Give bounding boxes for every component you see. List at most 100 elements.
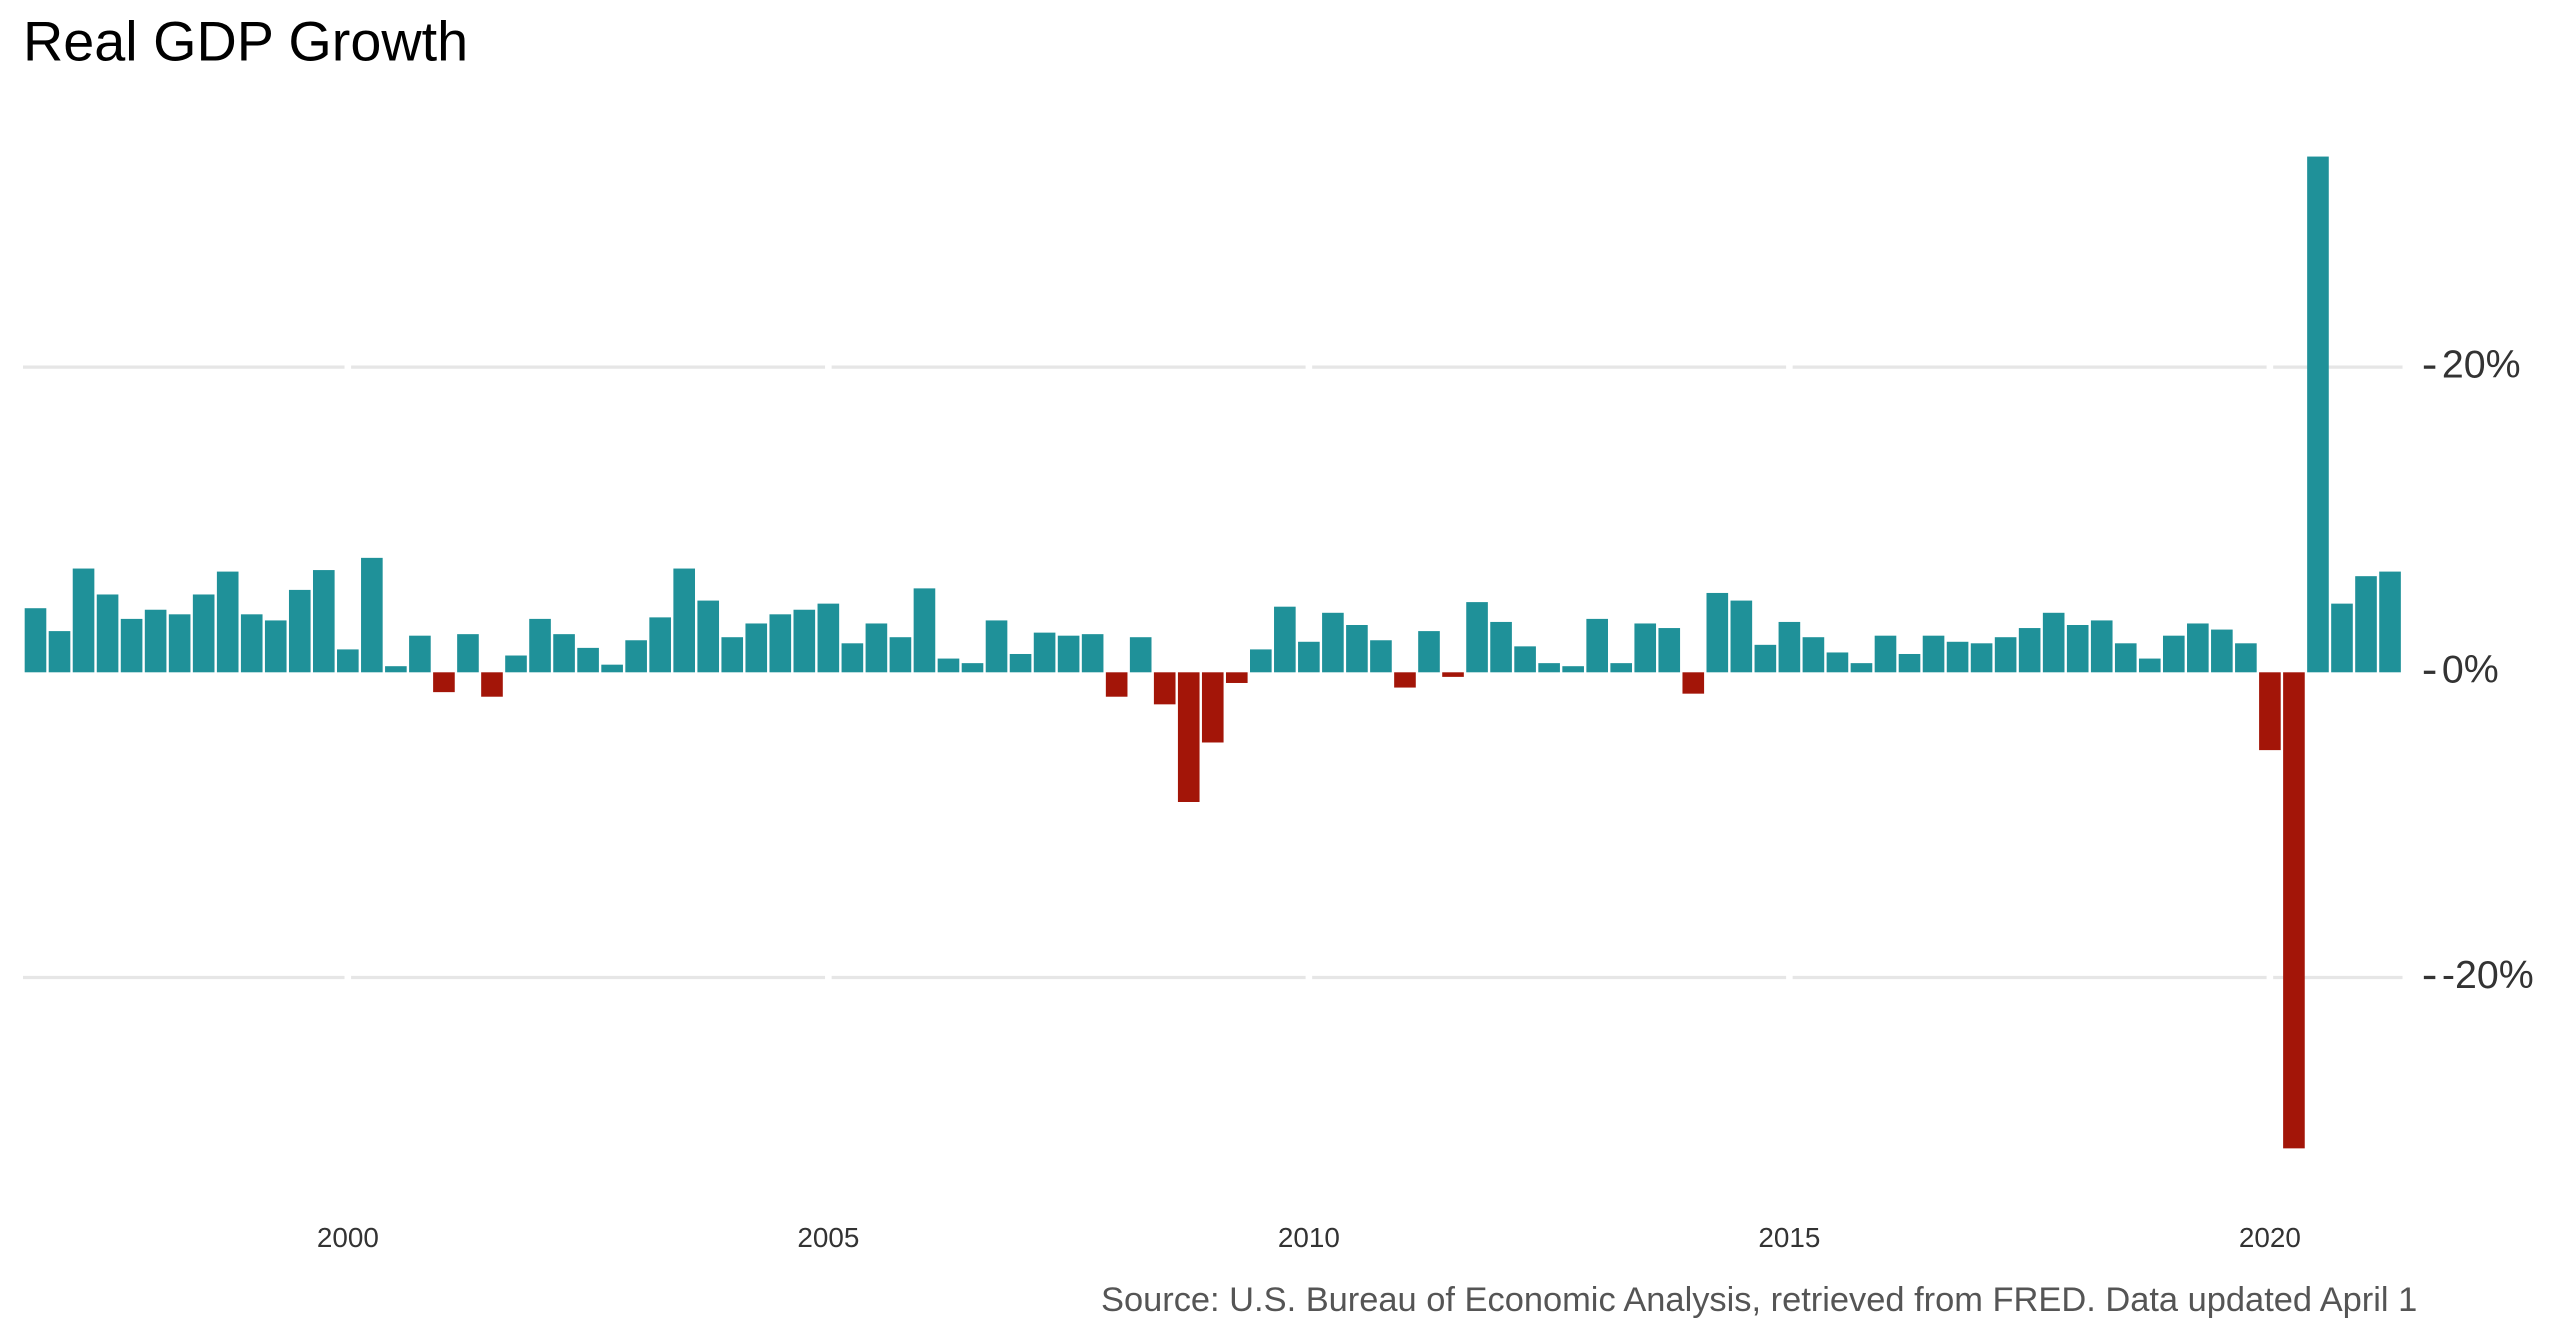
- bar: [168, 614, 191, 673]
- bar: [1634, 623, 1657, 673]
- bar: [721, 637, 744, 673]
- bar: [2379, 571, 2401, 673]
- bar: [240, 614, 263, 673]
- bar: [1346, 624, 1368, 673]
- bar: [673, 568, 696, 673]
- bar: [2283, 672, 2305, 1149]
- bar: [625, 640, 647, 673]
- bar: [1994, 637, 2017, 673]
- bar: [1153, 672, 1176, 705]
- bar: [192, 594, 215, 673]
- bar: [1538, 663, 1560, 673]
- bar: [1898, 653, 1921, 673]
- x-tick-label: 2010: [1278, 1222, 1340, 1253]
- bar: [1105, 672, 1128, 697]
- y-tick-label: 20%: [2442, 343, 2521, 387]
- bar: [961, 663, 984, 673]
- bar: [817, 603, 840, 673]
- bar: [144, 609, 167, 673]
- bar: [1586, 618, 1608, 673]
- y-tick-label: -20%: [2442, 953, 2534, 997]
- layer: [24, 156, 2401, 1149]
- bar: [937, 658, 960, 673]
- bar: [745, 623, 768, 673]
- bar: [505, 655, 527, 673]
- bar: [1370, 640, 1392, 673]
- bar: [577, 647, 599, 673]
- bar: [2162, 635, 2185, 673]
- bar: [1418, 631, 1440, 673]
- bar: [985, 620, 1008, 673]
- x-tick-label: 2005: [797, 1222, 859, 1253]
- bar: [2307, 156, 2329, 673]
- bar: [529, 618, 551, 673]
- bar: [889, 637, 912, 673]
- bar: [2235, 643, 2257, 673]
- bar: [409, 635, 431, 673]
- bar: [2355, 576, 2377, 673]
- bar: [1442, 672, 1464, 677]
- bar: [1850, 663, 1873, 673]
- chart-title: Real GDP Growth: [23, 11, 468, 73]
- bar: [288, 589, 311, 673]
- bar: [1970, 643, 1993, 673]
- bar: [1466, 602, 1488, 673]
- bar: [1706, 592, 1729, 673]
- bar: [1201, 672, 1224, 743]
- bar: [1225, 672, 1248, 683]
- bar: [120, 618, 143, 673]
- bar: [865, 623, 888, 673]
- bar: [649, 617, 671, 673]
- bar: [2138, 658, 2161, 673]
- bar: [1322, 612, 1344, 673]
- bar: [1177, 672, 1200, 802]
- bar: [48, 631, 71, 673]
- bar: [1394, 672, 1416, 688]
- bar: [264, 620, 287, 673]
- bar: [1778, 621, 1801, 673]
- bar: [1874, 635, 1897, 673]
- bar: [1802, 637, 1825, 673]
- bar: [1274, 606, 1296, 673]
- bar: [2259, 672, 2281, 751]
- bar: [2211, 629, 2233, 673]
- bar: [481, 672, 503, 697]
- bar: [2066, 624, 2089, 673]
- bar: [841, 643, 864, 673]
- bar: [1730, 600, 1753, 673]
- x-tick-label: 2020: [2239, 1222, 2301, 1253]
- bar: [1922, 635, 1945, 673]
- bar: [1946, 641, 1969, 673]
- bar: [96, 594, 119, 673]
- y-tick-label: 0%: [2442, 648, 2499, 692]
- x-tick-label: 2015: [1758, 1222, 1820, 1253]
- bar: [457, 634, 479, 673]
- bar: [2042, 612, 2065, 673]
- bar: [553, 634, 575, 673]
- bar: [1754, 644, 1777, 673]
- bar: [1081, 634, 1104, 673]
- bar: [1057, 635, 1080, 673]
- bar: [1250, 649, 1272, 673]
- bar: [793, 609, 816, 673]
- bar: [72, 568, 95, 673]
- bar: [1033, 632, 1056, 673]
- bar: [913, 588, 936, 673]
- bar: [601, 664, 623, 673]
- bar: [2331, 603, 2353, 673]
- layer: -20% 0% 20% 2000 2005 2010 2015 2020: [317, 343, 2534, 1254]
- bar: [2114, 643, 2137, 673]
- bar: [2018, 628, 2041, 673]
- bar: [1129, 637, 1152, 673]
- bar: [361, 557, 383, 673]
- bar: [1009, 653, 1032, 673]
- bar: [1514, 646, 1536, 673]
- bar: [1826, 652, 1849, 673]
- bar: [216, 571, 239, 673]
- bar: [1562, 666, 1584, 673]
- bar: [697, 600, 720, 673]
- bar: [2187, 623, 2209, 673]
- bar: [312, 570, 335, 673]
- x-tick-label: 2000: [317, 1222, 379, 1253]
